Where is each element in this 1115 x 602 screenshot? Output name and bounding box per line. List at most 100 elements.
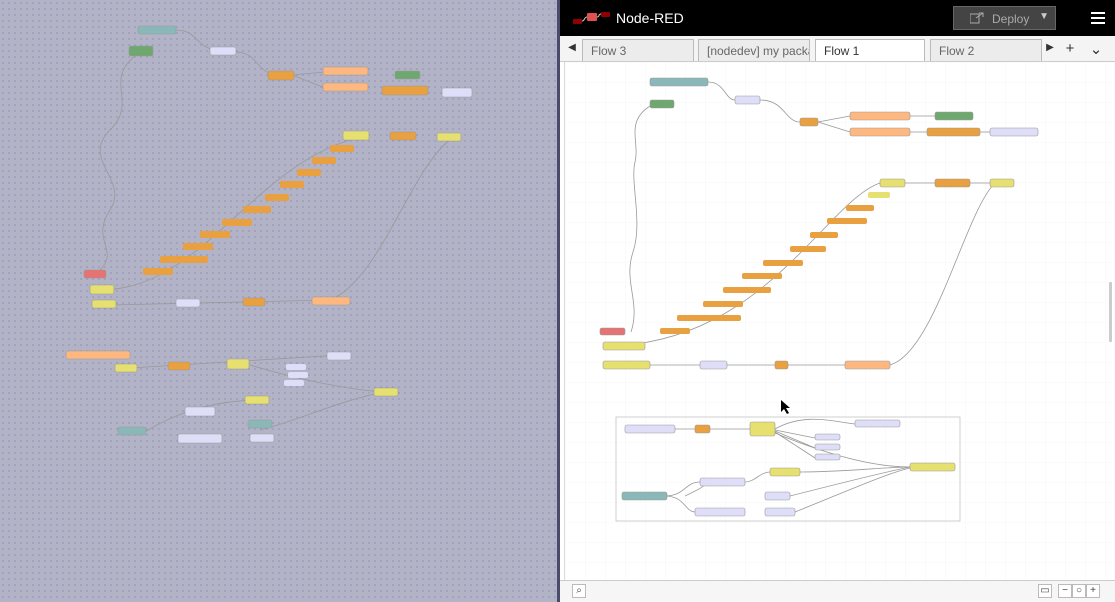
- tab-flow-3[interactable]: Flow 3: [582, 39, 694, 61]
- add-tab-icon[interactable]: +: [1065, 40, 1075, 57]
- node-red-logo-icon: [573, 12, 610, 24]
- mouse-cursor-icon: [781, 400, 790, 414]
- deploy-button[interactable]: Deploy ▼: [953, 6, 1056, 30]
- node-red-catch[interactable]: [599, 327, 626, 336]
- left-staircase: [143, 145, 354, 275]
- node-red-editor: Node-RED Deploy ▼ ◀ Flow 3 [nodedev] my …: [560, 0, 1115, 602]
- left-node-red[interactable]: [83, 269, 107, 279]
- node-inject-timestamp[interactable]: [649, 77, 709, 87]
- node-group-lav-2[interactable]: [814, 433, 841, 441]
- node-peach-b[interactable]: [849, 127, 911, 137]
- left-node-peach-1[interactable]: [322, 66, 369, 76]
- node-green-out[interactable]: [934, 111, 974, 121]
- node-lav-mid[interactable]: [699, 360, 728, 370]
- node-function[interactable]: [799, 117, 819, 127]
- node-change[interactable]: [734, 95, 761, 105]
- node-http-in-1[interactable]: [602, 341, 646, 351]
- zoom-reset-button[interactable]: ○: [1072, 584, 1086, 598]
- node-group-http-out[interactable]: [909, 462, 956, 472]
- scroll-right-icon[interactable]: ▶: [1046, 42, 1054, 53]
- left-node-peach-2[interactable]: [322, 82, 369, 92]
- left-node-yellow-out[interactable]: [373, 387, 399, 397]
- left-node-orange-b[interactable]: [381, 85, 429, 96]
- tab-list-icon[interactable]: ⌄: [1089, 41, 1103, 58]
- left-node-yellow-in[interactable]: [89, 284, 115, 295]
- footer-bar: ⌕ ▭ − ○ +: [560, 580, 1115, 602]
- right-staircase: [660, 192, 890, 334]
- deploy-icon: [970, 12, 984, 24]
- node-group-lav-format[interactable]: [694, 507, 746, 517]
- left-node-orange-top[interactable]: [389, 131, 417, 141]
- pane-divider: [557, 0, 560, 602]
- tab-label: Flow 2: [939, 44, 975, 58]
- left-node-green[interactable]: [394, 70, 421, 80]
- zoom-out-button[interactable]: −: [1058, 584, 1072, 598]
- app-title: Node-RED: [616, 10, 684, 26]
- search-icon[interactable]: ⌕: [572, 584, 586, 598]
- left-node-switch[interactable]: [226, 358, 250, 370]
- node-group-lav-1[interactable]: [854, 419, 901, 428]
- node-orange-mid[interactable]: [774, 360, 789, 370]
- tab-label: Flow 1: [824, 44, 860, 58]
- node-yellow-top[interactable]: [879, 178, 906, 188]
- left-node-teal2[interactable]: [247, 419, 273, 429]
- node-group-lav-display[interactable]: [699, 477, 746, 487]
- left-node-change[interactable]: [209, 46, 237, 56]
- left-node-inject[interactable]: [137, 25, 177, 35]
- left-node-lav5[interactable]: [177, 433, 223, 444]
- map-icon[interactable]: ▭: [1038, 584, 1052, 598]
- caret-down-icon[interactable]: ▼: [1039, 11, 1049, 22]
- node-orange-wide[interactable]: [926, 127, 981, 137]
- left-node-lav4[interactable]: [184, 406, 216, 417]
- left-node-lav[interactable]: [441, 87, 473, 98]
- left-node-lav2[interactable]: [175, 298, 201, 308]
- deploy-label: Deploy: [992, 12, 1030, 26]
- left-node-yellow-g3[interactable]: [244, 395, 270, 405]
- left-node-yellow-in2[interactable]: [91, 299, 117, 309]
- node-group-teal[interactable]: [621, 491, 668, 501]
- node-group-lav-page[interactable]: [764, 491, 791, 501]
- tab-label: Flow 3: [591, 44, 627, 58]
- left-node-peach-end[interactable]: [311, 296, 351, 306]
- tab-flow-2[interactable]: Flow 2: [930, 39, 1042, 61]
- left-node-lav3[interactable]: [326, 351, 352, 361]
- node-group-lav-3[interactable]: [814, 443, 841, 451]
- left-node-orange-mid[interactable]: [242, 297, 266, 307]
- node-group-json[interactable]: [694, 424, 711, 434]
- left-node-lav6[interactable]: [249, 433, 275, 443]
- flow-canvas[interactable]: [565, 62, 1113, 580]
- left-node-yellow-g2[interactable]: [114, 363, 138, 373]
- node-group-lav-4[interactable]: [814, 453, 841, 461]
- zoom-in-button[interactable]: +: [1086, 584, 1100, 598]
- vertical-scrollbar[interactable]: [1109, 282, 1112, 342]
- left-node-comment[interactable]: [65, 350, 131, 360]
- left-flow-canvas[interactable]: [0, 0, 557, 602]
- node-group-yellow-payload[interactable]: [769, 467, 801, 477]
- node-debug-msg[interactable]: [649, 99, 675, 109]
- left-workspace-pane[interactable]: [0, 0, 557, 602]
- node-group-inject[interactable]: [624, 424, 676, 434]
- node-group-lav-inset[interactable]: [764, 507, 796, 517]
- node-peach-mid[interactable]: [844, 360, 891, 370]
- tab-nodedev[interactable]: [nodedev] my packa: [698, 39, 810, 61]
- node-lav-end[interactable]: [989, 127, 1039, 137]
- left-node-stack: [284, 364, 308, 386]
- node-http-in-2[interactable]: [602, 360, 651, 370]
- group-box[interactable]: [615, 416, 961, 522]
- scroll-left-icon[interactable]: ◀: [568, 42, 576, 53]
- flow-tabs: ◀ Flow 3 [nodedev] my packa Flow 1 Flow …: [560, 36, 1115, 62]
- node-orange-template[interactable]: [934, 178, 971, 188]
- left-node-yellow-top[interactable]: [342, 130, 370, 141]
- left-node-orange-g2[interactable]: [167, 361, 191, 371]
- hamburger-menu-icon[interactable]: [1079, 0, 1115, 36]
- header-bar: Node-RED Deploy ▼: [560, 0, 1115, 36]
- left-node-teal[interactable]: [117, 426, 147, 436]
- node-peach-a[interactable]: [849, 111, 911, 121]
- left-node-yellow-end[interactable]: [436, 132, 462, 142]
- tab-flow-1[interactable]: Flow 1: [815, 39, 925, 61]
- left-node-func[interactable]: [267, 70, 295, 81]
- left-node-debug[interactable]: [128, 45, 154, 57]
- node-yellow-http[interactable]: [989, 178, 1015, 188]
- flow-workspace[interactable]: [564, 62, 1113, 580]
- node-group-switch[interactable]: [749, 421, 776, 437]
